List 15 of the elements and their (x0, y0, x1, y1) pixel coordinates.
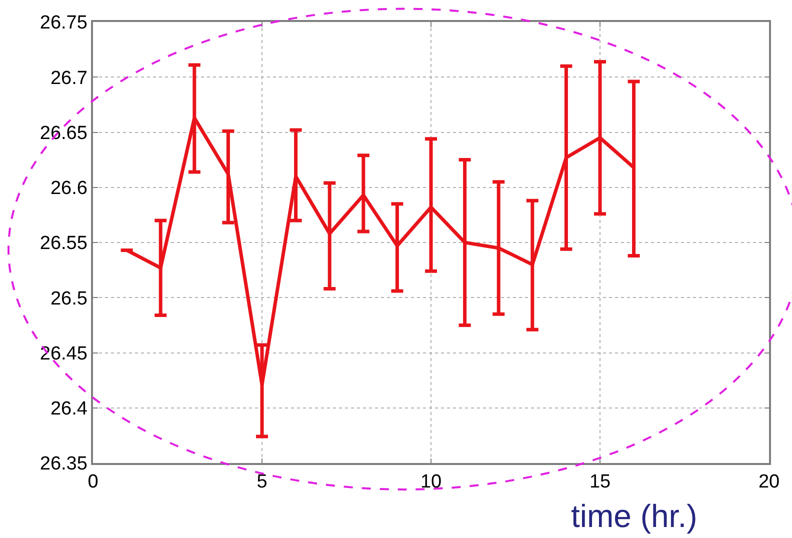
y-tick-label: 26.35 (40, 454, 88, 475)
y-tick-label: 26.6 (50, 178, 88, 200)
y-tick-label: 26.4 (50, 398, 88, 420)
y-tick-label: 26.5 (50, 288, 88, 310)
x-tick-label: 20 (758, 472, 780, 493)
x-tick-label: 10 (420, 472, 442, 493)
y-tick-label: 26.55 (40, 233, 88, 254)
x-tick-label: 5 (256, 472, 268, 493)
y-tick-label: 26.75 (40, 12, 88, 34)
x-tick-label: 0 (88, 472, 98, 493)
y-tick-label: 26.45 (40, 343, 88, 364)
x-axis-title: time (hr.) (571, 498, 698, 534)
y-tick-label: 26.65 (40, 122, 88, 144)
x-tick-label: 15 (589, 472, 611, 493)
y-tick-label: 26.7 (50, 68, 88, 89)
